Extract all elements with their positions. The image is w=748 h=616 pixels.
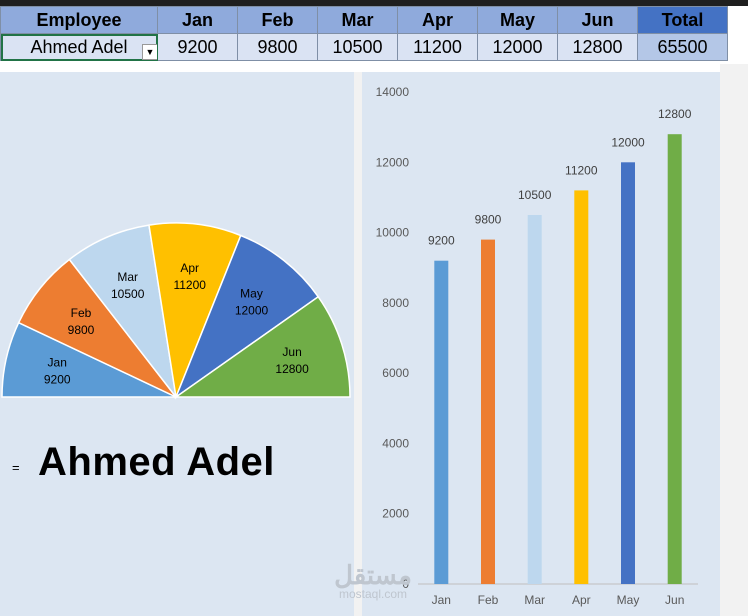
pie-label-value: 10500 bbox=[111, 287, 145, 301]
bar-data-label: 12800 bbox=[658, 107, 692, 121]
header-apr: Apr bbox=[397, 6, 478, 34]
y-tick-label: 8000 bbox=[382, 296, 409, 310]
cell-may[interactable]: 12000 bbox=[477, 33, 558, 61]
header-may: May bbox=[477, 6, 558, 34]
header-total: Total bbox=[637, 6, 728, 34]
bar-mar bbox=[527, 215, 542, 584]
name-prefix: = bbox=[12, 460, 20, 475]
pie-label-month: Mar bbox=[117, 270, 138, 284]
employee-select-cell[interactable]: Ahmed Adel ▼ bbox=[0, 33, 158, 61]
bar-apr bbox=[574, 190, 589, 584]
watermark-arabic: مستقل bbox=[334, 560, 412, 590]
bar-data-label: 10500 bbox=[518, 188, 552, 202]
pie-label-value: 12800 bbox=[275, 362, 309, 376]
pie-label-value: 9200 bbox=[44, 372, 71, 386]
right-edge bbox=[720, 64, 748, 616]
selected-employee-name: Ahmed Adel bbox=[38, 440, 275, 484]
pie-label-month: Jun bbox=[282, 345, 301, 359]
cell-mar[interactable]: 10500 bbox=[317, 33, 398, 61]
pie-label-month: Apr bbox=[180, 261, 199, 275]
x-tick-label: Feb bbox=[478, 593, 499, 607]
cell-jun[interactable]: 12800 bbox=[557, 33, 638, 61]
watermark-latin: mostaql.com bbox=[338, 587, 408, 601]
half-pie-chart: Jan 9200 Feb 9800 Mar 10500 Apr 11200 May 12000 Ju… bbox=[1, 222, 351, 400]
pie-slice-jun bbox=[173, 295, 351, 398]
cell-apr[interactable]: 11200 bbox=[397, 33, 478, 61]
value-row: Ahmed Adel ▼ 9200 9800 10500 11200 12000… bbox=[0, 33, 728, 61]
header-jan: Jan bbox=[157, 6, 238, 34]
pie-label-value: 12000 bbox=[235, 304, 269, 318]
data-table: Employee Jan Feb Mar Apr May Jun Total A… bbox=[0, 6, 728, 61]
pie-label-month: May bbox=[240, 287, 263, 301]
header-mar: Mar bbox=[317, 6, 398, 34]
cell-jan[interactable]: 9200 bbox=[157, 33, 238, 61]
pie-slice-may bbox=[174, 234, 320, 400]
bar-jun bbox=[667, 134, 682, 584]
bar-jan bbox=[434, 260, 449, 584]
panel-gap bbox=[354, 72, 362, 616]
pie-label-month: Feb bbox=[71, 306, 92, 320]
top-bar bbox=[0, 0, 748, 6]
y-tick-label: 12000 bbox=[376, 155, 410, 169]
bar-data-label: 9200 bbox=[428, 234, 455, 248]
y-tick-label: 0 bbox=[402, 577, 409, 591]
pie-slice-apr bbox=[148, 222, 242, 400]
header-feb: Feb bbox=[237, 6, 318, 34]
watermark: مستقل mostaql.com bbox=[328, 562, 418, 600]
bar-may bbox=[621, 162, 635, 585]
x-tick-label: Mar bbox=[524, 593, 545, 607]
header-employee: Employee bbox=[0, 6, 158, 34]
bar-data-label: 12000 bbox=[611, 135, 645, 149]
pie-label-value: 11200 bbox=[173, 278, 206, 292]
header-row: Employee Jan Feb Mar Apr May Jun Total bbox=[0, 6, 728, 34]
employee-name: Ahmed Adel bbox=[30, 36, 128, 57]
y-tick-label: 6000 bbox=[382, 366, 409, 380]
cell-total[interactable]: 65500 bbox=[637, 33, 728, 61]
y-tick-label: 10000 bbox=[376, 226, 410, 240]
x-tick-label: Jan bbox=[432, 593, 451, 607]
x-tick-label: May bbox=[617, 593, 640, 607]
bar-data-label: 11200 bbox=[565, 163, 598, 177]
bar-feb bbox=[481, 239, 495, 584]
pie-label-month: Jan bbox=[48, 355, 67, 369]
y-tick-label: 14000 bbox=[376, 85, 410, 99]
bar-data-label: 9800 bbox=[475, 213, 502, 227]
header-jun: Jun bbox=[557, 6, 638, 34]
cell-feb[interactable]: 9800 bbox=[237, 33, 318, 61]
pie-label-value: 9800 bbox=[68, 323, 95, 337]
x-tick-label: Jun bbox=[665, 593, 684, 607]
y-tick-label: 4000 bbox=[382, 436, 409, 450]
y-tick-label: 2000 bbox=[382, 507, 409, 521]
dropdown-arrow-icon[interactable]: ▼ bbox=[142, 44, 157, 60]
x-tick-label: Apr bbox=[572, 593, 591, 607]
